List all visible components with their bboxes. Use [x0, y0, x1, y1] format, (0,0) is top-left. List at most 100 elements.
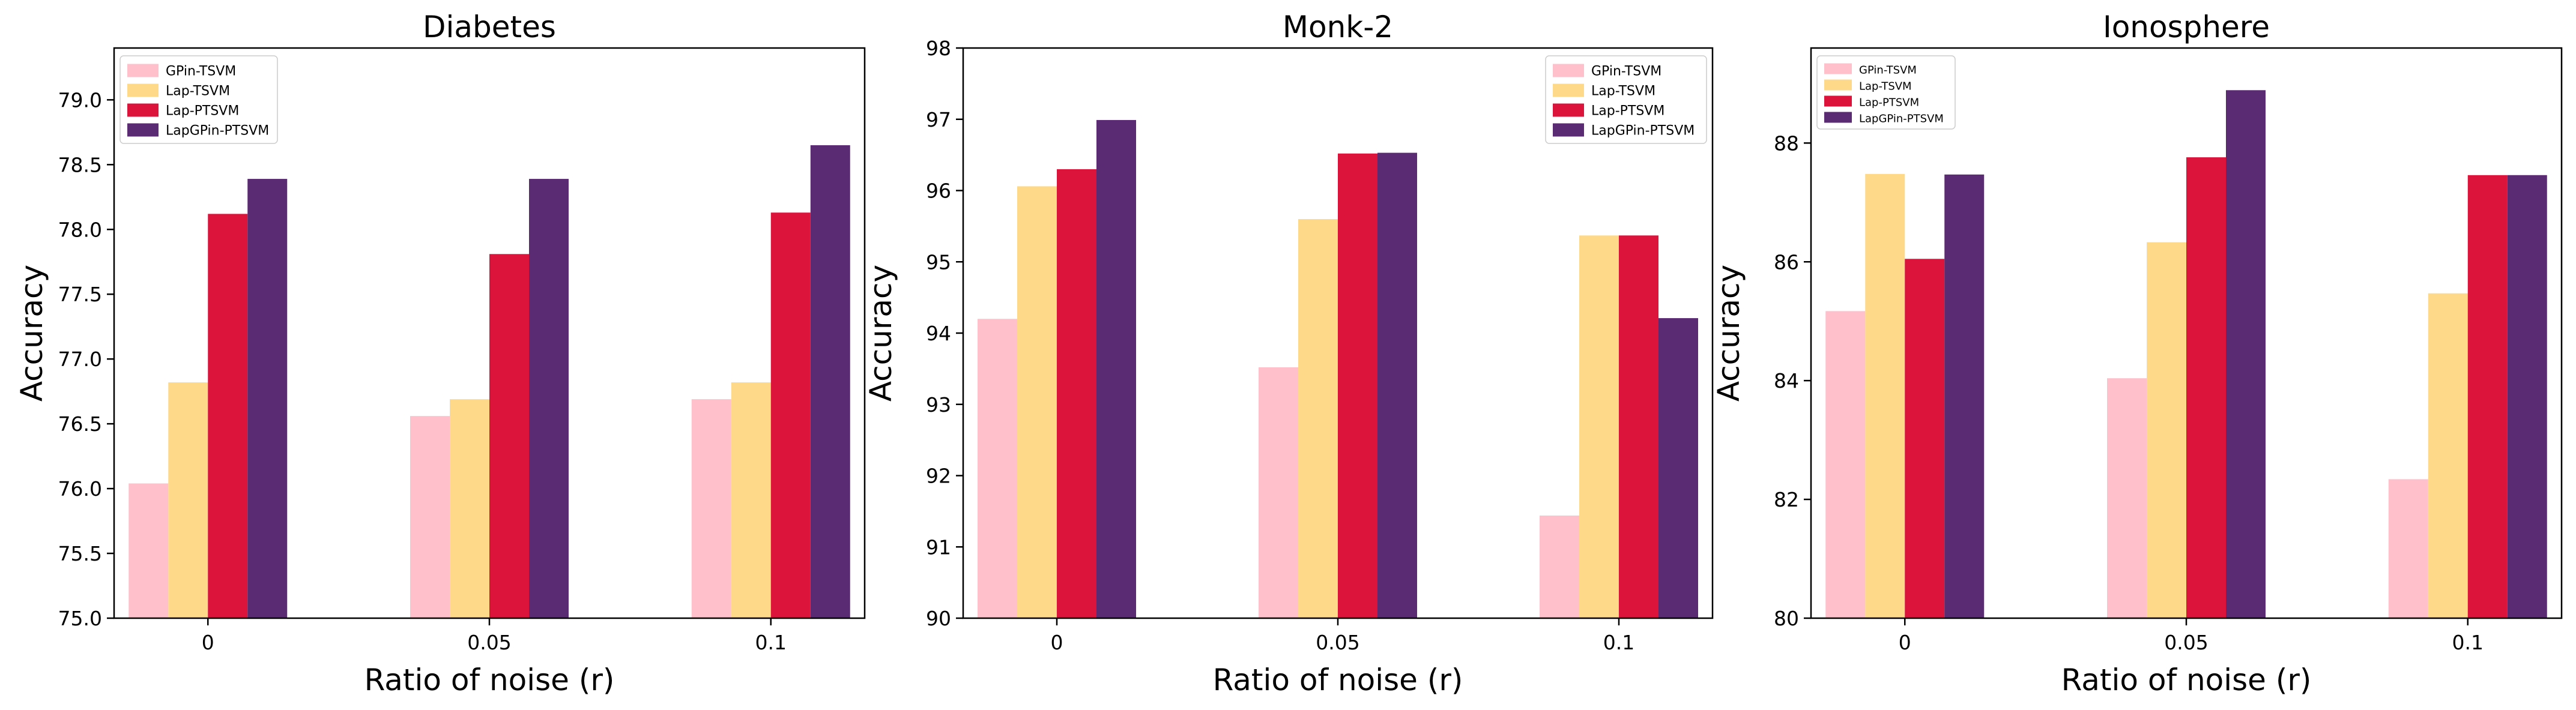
- bar: [1905, 259, 1945, 618]
- bar: [2467, 175, 2508, 618]
- chart-title: Monk-2: [1283, 10, 1393, 44]
- bar: [2147, 242, 2186, 618]
- y-tick-label: 80: [1774, 607, 1799, 630]
- bar: [247, 179, 288, 618]
- legend-label: LapGPin-PTSVM: [1859, 113, 1944, 125]
- y-tick-label: 97: [926, 108, 951, 131]
- y-tick-label: 75.0: [58, 607, 102, 630]
- legend-label: GPin-TSVM: [1591, 64, 1661, 79]
- bar: [1619, 235, 1658, 618]
- bar: [1540, 516, 1579, 618]
- y-tick-label: 78.0: [58, 218, 102, 241]
- y-tick-label: 98: [926, 37, 951, 60]
- y-tick-label: 79.0: [58, 88, 102, 112]
- y-tick-label: 77.5: [58, 283, 102, 306]
- bar: [978, 319, 1017, 618]
- x-tick-label: 0.1: [755, 631, 787, 654]
- bar: [128, 483, 169, 618]
- bar: [1057, 169, 1096, 618]
- bar: [168, 382, 208, 618]
- bar: [691, 399, 731, 618]
- bar: [2186, 157, 2226, 618]
- y-tick-label: 94: [926, 322, 951, 345]
- y-tick-label: 76.5: [58, 412, 102, 436]
- chart-panel-monk-2: 90 91 92 93 94 95 96 97 98 0 0.05 0.1 Monk-2 Ratio of…: [863, 10, 1714, 697]
- bar: [731, 382, 771, 618]
- bar: [1096, 119, 1136, 618]
- bar: [1865, 173, 1905, 619]
- chart-panel-ionosphere: 80 82 84 86 88 0 0.05 0.1 Ionosphere Ratio of noi…: [1711, 10, 2563, 697]
- y-tick-label: 75.5: [58, 542, 102, 565]
- x-tick-label: 0: [202, 631, 214, 654]
- bar: [2388, 479, 2428, 618]
- y-tick-label: 95: [926, 250, 951, 274]
- bar: [489, 254, 529, 619]
- y-axis-label: Accuracy: [863, 265, 898, 402]
- legend: GPin-TSVM Lap-TSVM Lap-PTSVM LapGPin-PTSVM: [119, 55, 278, 144]
- bar: [810, 145, 850, 618]
- x-tick-label: 0.1: [1603, 631, 1634, 654]
- y-tick-label: 92: [926, 465, 951, 488]
- legend-swatch: [1553, 123, 1584, 137]
- y-tick-label: 93: [926, 393, 951, 417]
- y-tick-label: 96: [926, 179, 951, 203]
- legend-swatch: [127, 123, 159, 137]
- legend-label: Lap-PTSVM: [166, 104, 239, 119]
- legend: GPin-TSVM Lap-TSVM Lap-PTSVM LapGPin-PTSVM: [1545, 55, 1707, 144]
- y-tick-label: 90: [926, 607, 951, 630]
- bar: [529, 179, 569, 618]
- bar: [1259, 367, 1298, 618]
- legend-swatch: [127, 83, 159, 97]
- legend-label: LapGPin-PTSVM: [166, 124, 269, 139]
- bar: [450, 399, 489, 618]
- legend-label: Lap-PTSVM: [1859, 97, 1919, 109]
- legend-label: Lap-TSVM: [1859, 80, 1912, 93]
- x-tick-label: 0.05: [467, 631, 511, 654]
- y-tick-label: 78.5: [58, 153, 102, 176]
- bar: [1377, 152, 1417, 618]
- y-tick-label: 91: [926, 535, 951, 559]
- bar: [1338, 153, 1377, 618]
- chart-title: Ionosphere: [2103, 10, 2270, 44]
- x-tick-label: 0: [1051, 631, 1063, 654]
- bar: [1298, 219, 1338, 618]
- bar: [2507, 175, 2547, 618]
- legend-swatch: [1553, 103, 1584, 117]
- legend-swatch: [1553, 64, 1584, 77]
- bar: [2107, 378, 2147, 618]
- bar: [1658, 318, 1698, 618]
- x-axis-label: Ratio of noise (r): [2061, 663, 2312, 697]
- x-tick-label: 0.1: [2452, 631, 2484, 654]
- legend: GPin-TSVM Lap-TSVM Lap-PTSVM LapGPin-PTSVM: [1816, 55, 1956, 130]
- legend-label: Lap-TSVM: [1591, 84, 1655, 99]
- legend-label: GPin-TSVM: [1859, 64, 1917, 77]
- legend-label: Lap-TSVM: [166, 84, 230, 99]
- bar: [410, 416, 450, 618]
- y-axis-label: Accuracy: [14, 265, 49, 402]
- bar: [770, 212, 811, 618]
- legend-swatch: [127, 64, 159, 77]
- legend-swatch: [1824, 95, 1852, 107]
- bar: [1579, 235, 1619, 618]
- bar: [208, 214, 248, 618]
- bar: [2226, 90, 2266, 618]
- y-tick-label: 86: [1774, 250, 1799, 274]
- chart-panel-diabetes: 75.0 75.5 76.0 76.5 77.0 77.5 78.0 78.5 79.0 0 0.0…: [14, 10, 866, 697]
- bar: [1017, 186, 1057, 618]
- x-axis-label: Ratio of noise (r): [1213, 663, 1463, 697]
- legend-box: [1545, 55, 1707, 144]
- legend-label: Lap-PTSVM: [1591, 104, 1664, 119]
- bar: [1825, 311, 1866, 618]
- legend-label: GPin-TSVM: [166, 64, 236, 79]
- x-tick-label: 0.05: [1316, 631, 1359, 654]
- bar: [1944, 174, 1985, 618]
- legend-label: LapGPin-PTSVM: [1591, 124, 1695, 139]
- legend-swatch: [1553, 83, 1584, 97]
- x-axis-label: Ratio of noise (r): [364, 663, 615, 697]
- y-axis-label: Accuracy: [1711, 265, 1746, 402]
- y-tick-label: 76.0: [58, 477, 102, 501]
- y-tick-label: 84: [1774, 369, 1799, 393]
- legend-swatch: [1824, 63, 1852, 74]
- y-tick-label: 82: [1774, 488, 1799, 511]
